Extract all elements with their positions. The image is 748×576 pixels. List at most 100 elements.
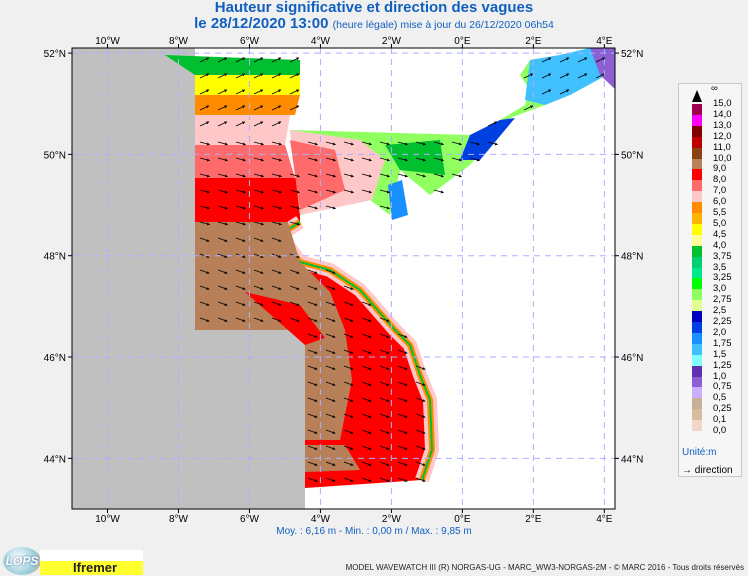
wave-arrow xyxy=(217,237,228,242)
no-data-area xyxy=(72,48,195,509)
statistics: Moy. : 6,16 m - Min. : 0,00 m / Max. : 9… xyxy=(276,526,472,537)
legend-swatch xyxy=(692,191,702,203)
legend-label: 0,25 xyxy=(713,403,732,415)
color-legend: ∞ 15,0 14,0 13,0 12,0 11,0 10,0 9,0 8,0 7,0 6,0 5,… xyxy=(678,83,742,477)
legend-swatch xyxy=(692,213,702,225)
legend-label: 1,5 xyxy=(713,348,727,360)
sea-biscay-core xyxy=(195,222,352,440)
wave-arrow xyxy=(235,89,246,95)
wave-arrow xyxy=(361,141,372,146)
wave-arrow xyxy=(325,205,336,210)
wave-arrow xyxy=(253,57,264,63)
wave-arrow xyxy=(415,477,426,482)
wave-arrow xyxy=(415,381,426,386)
lon-tick-label: 6°W xyxy=(240,36,260,47)
wave-arrow xyxy=(343,461,354,466)
wave-arrow xyxy=(235,285,246,290)
sea-band xyxy=(590,48,615,90)
wave-arrow xyxy=(415,173,426,178)
wave-arrow xyxy=(199,221,210,226)
sea-band xyxy=(195,145,295,178)
wave-arrow xyxy=(271,253,282,258)
lon-tick-label: 8°W xyxy=(169,36,189,47)
legend-swatch xyxy=(692,343,702,356)
wave-arrow xyxy=(289,89,300,95)
wave-arrow xyxy=(361,397,372,402)
wave-arrow xyxy=(397,173,408,178)
wave-arrow xyxy=(307,365,318,370)
legend-label: 2,5 xyxy=(713,305,727,317)
lon-tick-label: 2°E xyxy=(525,36,542,47)
wave-arrow xyxy=(343,477,354,482)
sea-band xyxy=(388,180,408,220)
lon-tick-label: 10°W xyxy=(95,36,120,47)
legend-swatch xyxy=(692,387,702,399)
wave-arrow xyxy=(325,157,336,162)
legend-label: 0,1 xyxy=(713,414,727,426)
sea-band xyxy=(305,445,360,472)
wave-arrow xyxy=(271,157,282,162)
wave-arrow xyxy=(253,73,264,79)
wave-arrow xyxy=(199,105,210,111)
legend-label: 8,0 xyxy=(713,174,727,186)
wave-arrow xyxy=(595,57,606,63)
wave-arrow xyxy=(361,429,372,434)
wave-arrow xyxy=(397,413,408,418)
wave-arrow xyxy=(289,205,300,210)
sea-band xyxy=(195,95,300,115)
wave-arrow xyxy=(289,317,300,322)
wave-arrow xyxy=(235,105,246,111)
map-frame xyxy=(71,47,616,510)
wave-arrow xyxy=(325,173,336,178)
wave-arrow xyxy=(397,157,408,162)
wave-arrow xyxy=(343,317,354,322)
wave-arrow xyxy=(289,173,300,178)
wave-arrow xyxy=(199,73,210,79)
legend-swatch xyxy=(692,104,702,116)
wave-arrow xyxy=(343,333,354,338)
infinity-triangle-icon xyxy=(692,90,702,102)
wave-arrow xyxy=(397,461,408,466)
wave-arrow xyxy=(217,205,228,210)
lat-tick-label: 50°N xyxy=(44,150,66,161)
legend-swatch xyxy=(692,180,702,192)
lon-tick-label: 4°E xyxy=(596,36,613,47)
sea-band xyxy=(525,48,615,105)
sea-band xyxy=(460,118,515,160)
wave-arrow xyxy=(253,189,264,194)
lon-tick-label: 8°W xyxy=(169,514,189,525)
wave-arrow xyxy=(343,429,354,434)
wave-arrow xyxy=(289,285,300,290)
legend-swatch xyxy=(692,202,702,214)
legend-swatch xyxy=(692,278,702,290)
wave-arrow xyxy=(433,189,444,194)
wave-arrow xyxy=(541,57,552,63)
wave-arrow xyxy=(199,301,210,306)
wave-arrow xyxy=(307,269,318,274)
sea-band xyxy=(290,140,345,210)
wave-arrow xyxy=(451,173,462,178)
wave-arrow xyxy=(361,349,372,354)
wave-arrow xyxy=(325,477,336,482)
legend-label: 5,5 xyxy=(713,207,727,218)
wave-arrow xyxy=(379,333,390,338)
wave-arrow xyxy=(379,349,390,354)
wave-arrow xyxy=(397,429,408,434)
wave-arrow xyxy=(325,317,336,322)
wave-arrow xyxy=(235,173,246,178)
wave-arrow xyxy=(379,445,390,450)
direction-legend: → direction xyxy=(682,465,733,476)
wave-arrow xyxy=(361,445,372,450)
wave-arrow xyxy=(307,157,318,162)
wave-arrow xyxy=(541,73,552,79)
legend-label: 13,0 xyxy=(713,119,732,131)
wave-arrow xyxy=(343,285,354,290)
wave-arrow xyxy=(433,141,444,146)
legend-label: 1,0 xyxy=(713,370,727,382)
wave-arrow xyxy=(199,237,210,242)
wave-arrow xyxy=(307,477,318,482)
wave-arrow xyxy=(343,349,354,354)
lat-tick-label: 52°N xyxy=(44,49,66,60)
legend-swatch xyxy=(692,354,702,367)
